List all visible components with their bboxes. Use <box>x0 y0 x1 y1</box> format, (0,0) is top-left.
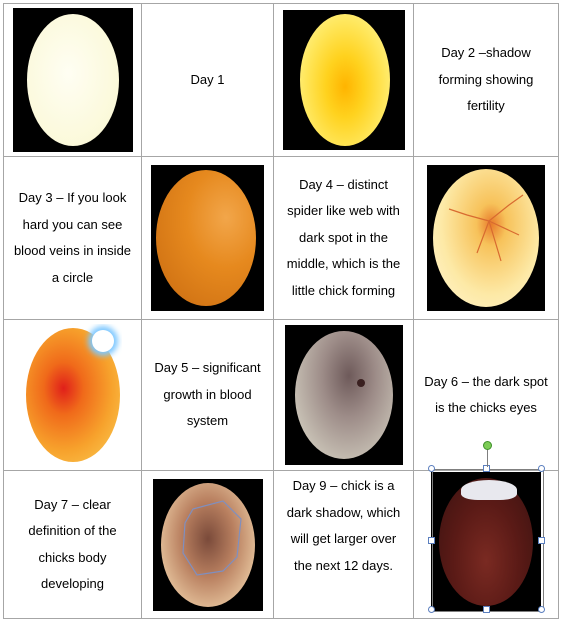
resize-handle-top-center[interactable] <box>483 465 490 472</box>
egg-photo-day9[interactable] <box>431 471 541 612</box>
resize-handle-top-right[interactable] <box>538 465 545 472</box>
caption-cell-day4: Day 4 – distinct spider like web with da… <box>273 156 414 320</box>
egg-image-cell-day2 <box>273 3 414 157</box>
egg-image-cell-day3 <box>141 156 274 320</box>
caption-day7: Day 7 – clear definition of the chicks b… <box>28 496 117 592</box>
resize-handle-middle-right[interactable] <box>538 537 545 544</box>
caption-cell-day7: Day 7 – clear definition of the chicks b… <box>3 470 142 619</box>
caption-cell-day2: Day 2 –shadow forming showing fertility <box>413 3 559 157</box>
egg-photo-day1 <box>12 8 133 152</box>
caption-cell-day3: Day 3 – If you look hard you can see blo… <box>3 156 142 320</box>
resize-handle-bottom-right[interactable] <box>538 606 545 613</box>
caption-cell-day1: Day 1 <box>141 3 274 157</box>
caption-cell-day9: Day 9 – chick is a dark shadow, which wi… <box>273 470 414 619</box>
caption-cell-day5: Day 5 – significant growth in blood syst… <box>141 319 274 471</box>
egg-development-table: Day 1 Day 2 –shadow forming showing fert… <box>3 3 559 619</box>
egg-photo-day3 <box>151 165 264 311</box>
egg-photo-day5 <box>23 324 122 466</box>
egg-photo-day2 <box>282 10 405 150</box>
resize-handle-bottom-center[interactable] <box>483 606 490 613</box>
caption-day9: Day 9 – chick is a dark shadow, which wi… <box>286 478 401 573</box>
egg-image-cell-day6 <box>273 319 414 471</box>
rotate-handle[interactable] <box>483 441 492 450</box>
caption-day3: Day 3 – If you look hard you can see blo… <box>13 190 132 285</box>
egg-photo-day7 <box>152 478 263 611</box>
egg-photo-day6 <box>284 325 403 465</box>
vein-lines <box>448 194 524 262</box>
resize-handle-top-left[interactable] <box>428 465 435 472</box>
caption-day5: Day 5 – significant growth in blood syst… <box>154 360 261 429</box>
egg-photo-day4 <box>427 165 545 311</box>
resize-handle-bottom-left[interactable] <box>428 606 435 613</box>
body-outline <box>181 499 242 576</box>
egg-image-cell-day7 <box>141 470 274 619</box>
resize-handle-middle-left[interactable] <box>428 537 435 544</box>
egg-image-cell-day9[interactable] <box>413 470 559 619</box>
caption-day1: Day 1 <box>190 71 225 87</box>
caption-day2: Day 2 –shadow forming showing fertility <box>438 45 534 114</box>
egg-image-cell-day5 <box>3 319 142 471</box>
egg-image-cell-day4 <box>413 156 559 320</box>
caption-day4: Day 4 – distinct spider like web with da… <box>286 176 401 298</box>
egg-image-cell-day1 <box>3 3 142 157</box>
caption-day6: Day 6 – the dark spot is the chicks eyes <box>424 373 548 416</box>
rotate-handle-stem <box>487 449 488 467</box>
